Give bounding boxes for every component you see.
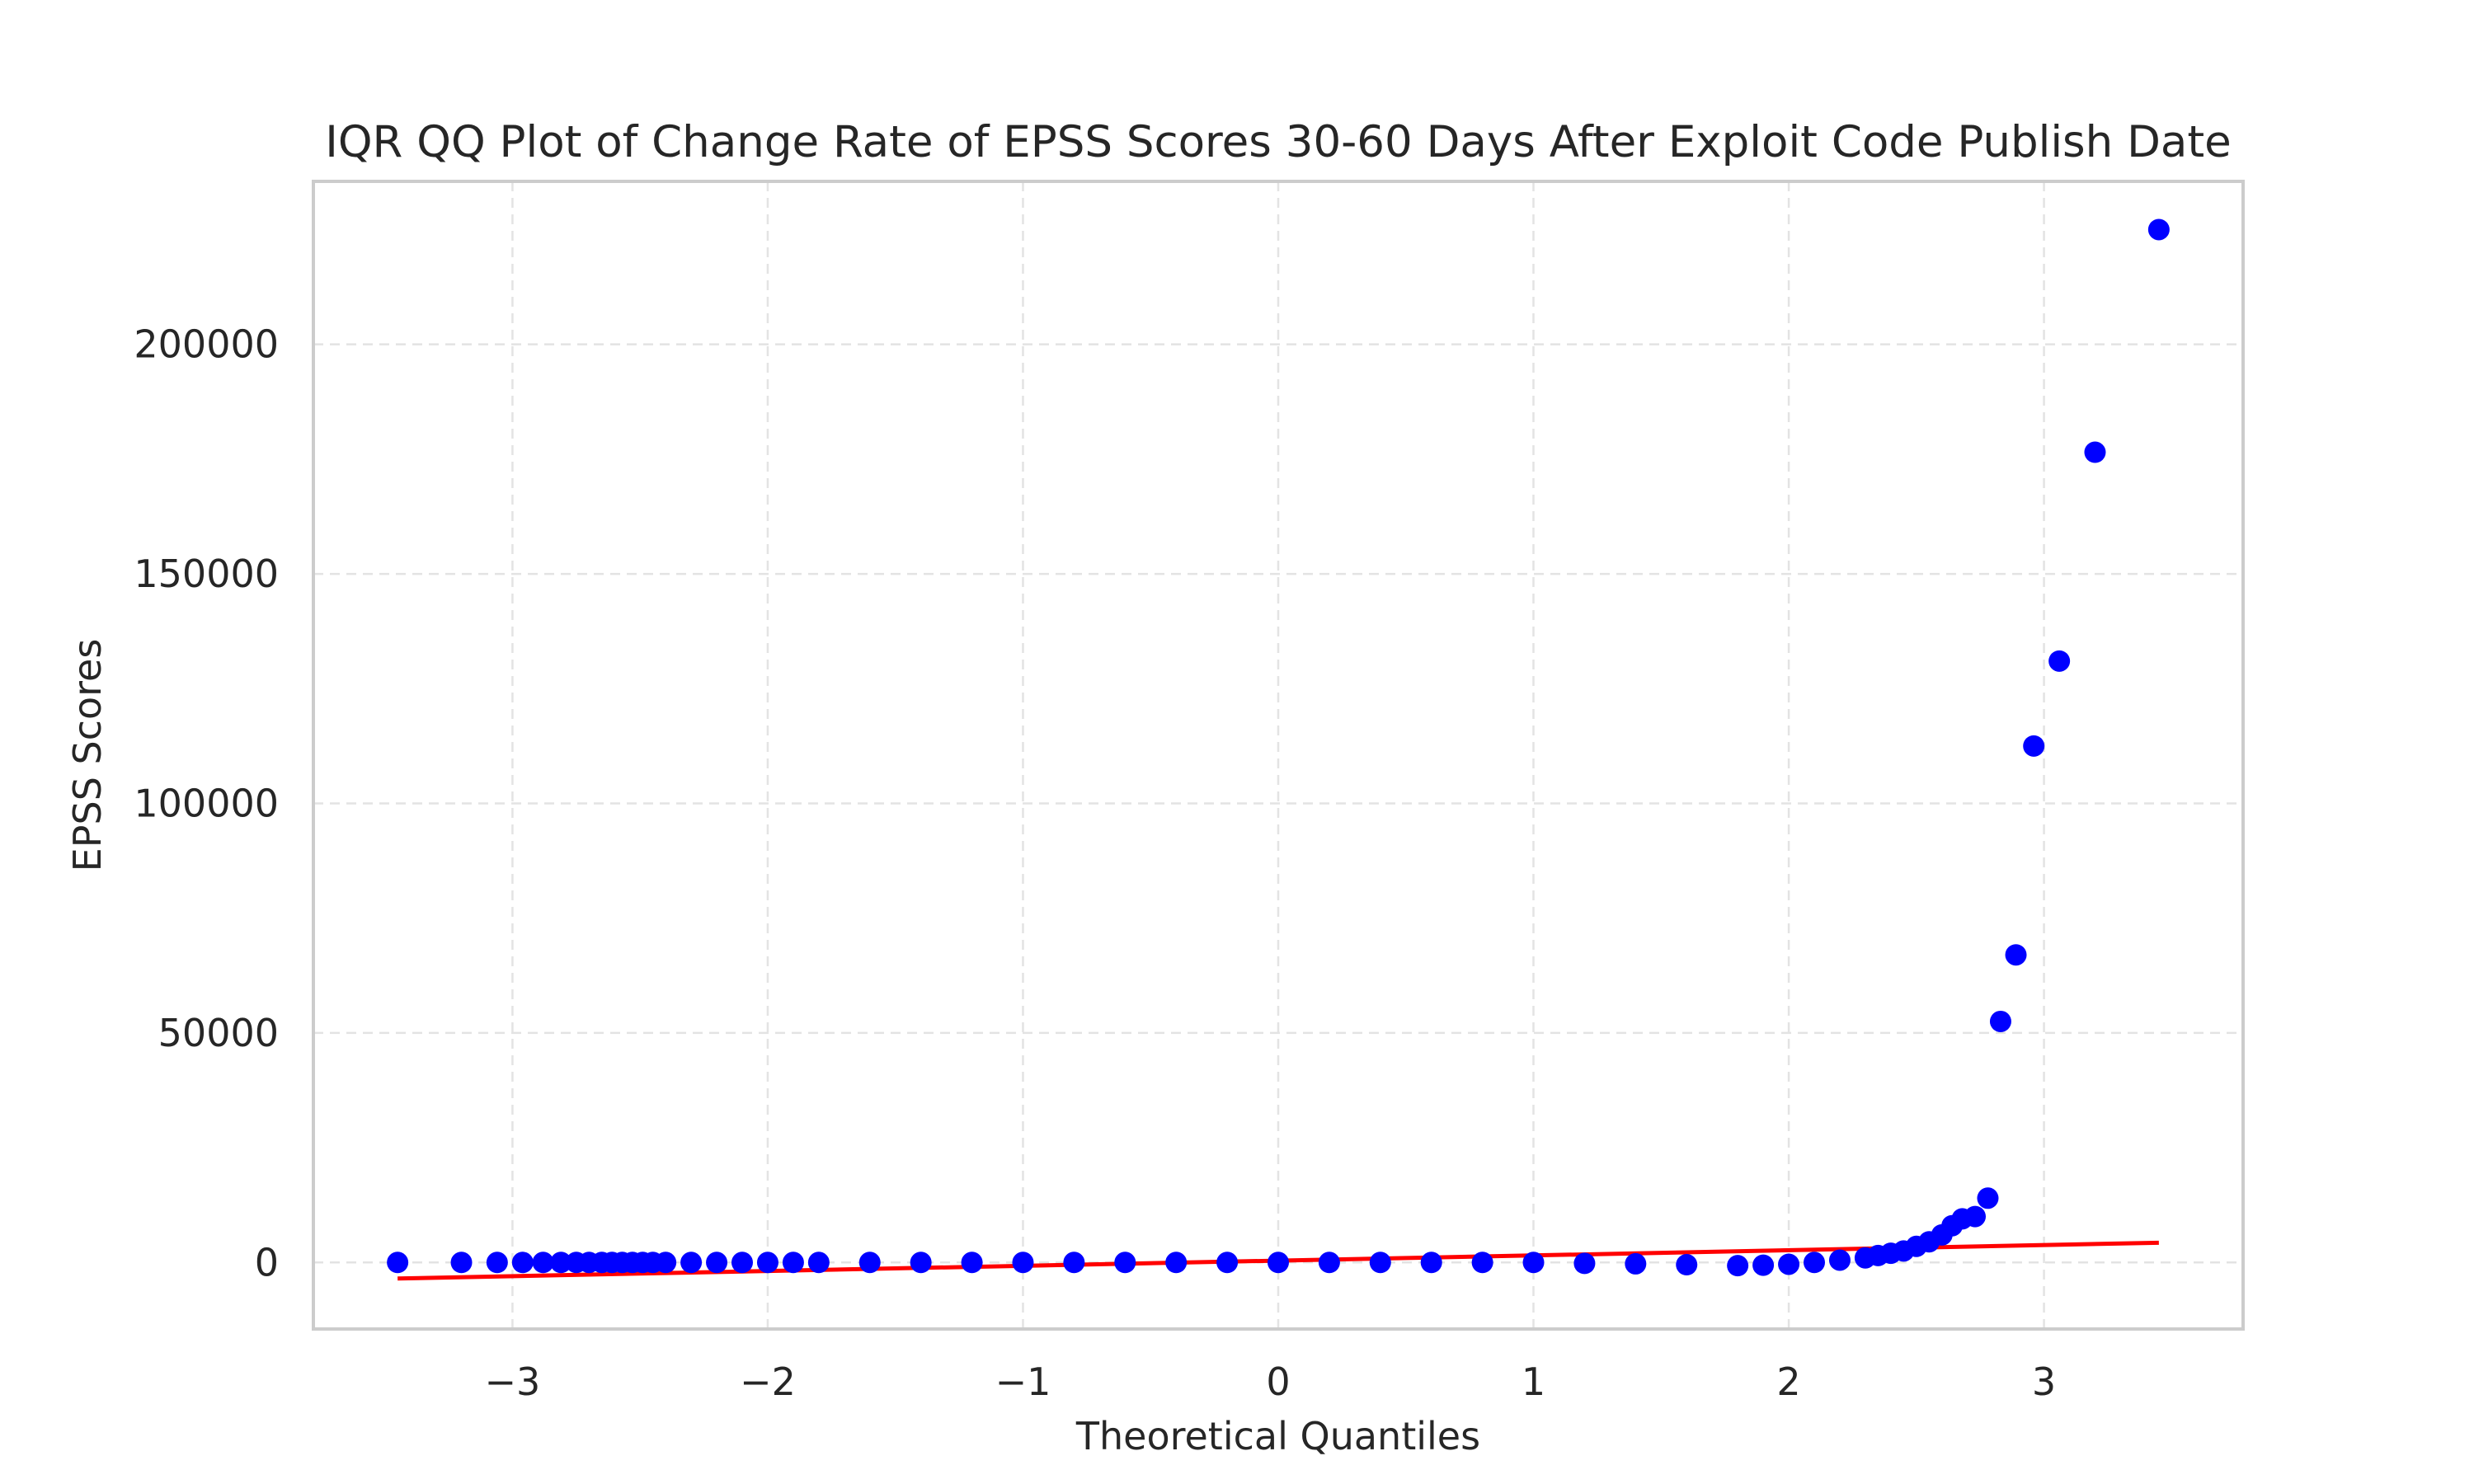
x-tick-label: 1: [1522, 1360, 1545, 1404]
data-point: [961, 1252, 983, 1274]
data-point: [2048, 650, 2071, 672]
data-point: [2147, 218, 2170, 241]
data-point: [782, 1252, 804, 1274]
data-point: [1012, 1252, 1034, 1274]
data-point: [706, 1252, 728, 1274]
data-point: [1369, 1252, 1391, 1274]
data-point: [387, 1252, 409, 1274]
data-point: [1676, 1254, 1698, 1276]
data-point: [858, 1252, 881, 1274]
data-point: [1752, 1254, 1775, 1276]
x-tick-label: 2: [1776, 1360, 1800, 1404]
y-axis-label: EPSS Scores: [65, 639, 110, 872]
data-point: [2084, 441, 2106, 463]
plot-frame: [312, 180, 2245, 1331]
y-tick-label: 200000: [134, 322, 279, 367]
data-point: [1964, 1205, 1986, 1228]
y-tick-label: 150000: [134, 552, 279, 596]
x-axis-ticks: −3 −2 −1 0 1 2 3: [485, 1360, 2057, 1404]
x-tick-label: 0: [1266, 1360, 1290, 1404]
data-point: [511, 1252, 534, 1274]
data-point: [1216, 1252, 1239, 1274]
x-axis-label: Theoretical Quantiles: [1075, 1414, 1480, 1458]
data-point: [1318, 1252, 1340, 1274]
data-point: [1420, 1252, 1442, 1274]
x-tick-label: −1: [995, 1360, 1051, 1404]
data-point: [532, 1252, 554, 1274]
data-point: [731, 1252, 753, 1274]
data-point: [1573, 1252, 1596, 1275]
x-tick-label: −2: [740, 1360, 796, 1404]
data-point: [655, 1252, 677, 1274]
data-point: [1828, 1249, 1851, 1271]
data-point: [2005, 944, 2027, 966]
data-point: [1522, 1252, 1545, 1274]
data-point: [2023, 735, 2045, 757]
data-point: [1804, 1252, 1825, 1274]
x-tick-label: −3: [485, 1360, 541, 1404]
data-point: [1977, 1187, 1999, 1209]
chart-title: IQR QQ Plot of Change Rate of EPSS Score…: [325, 117, 2232, 167]
data-point: [807, 1252, 830, 1274]
data-point: [680, 1252, 703, 1274]
y-axis-ticks: 0 50000 100000 150000 200000: [134, 322, 279, 1285]
data-point: [1471, 1252, 1493, 1274]
data-point: [910, 1252, 932, 1274]
data-point: [486, 1252, 508, 1274]
data-point: [1268, 1252, 1289, 1274]
data-point: [1727, 1255, 1749, 1277]
grid-lines: [313, 181, 2243, 1329]
data-point: [1778, 1253, 1800, 1275]
data-point: [1625, 1252, 1647, 1275]
y-tick-label: 0: [255, 1240, 279, 1284]
data-point: [1989, 1010, 2011, 1032]
y-tick-label: 50000: [158, 1011, 279, 1055]
data-point: [550, 1252, 572, 1274]
data-point: [1165, 1252, 1188, 1274]
data-point: [756, 1252, 778, 1274]
data-points: [387, 218, 2170, 1277]
y-tick-label: 100000: [134, 781, 279, 825]
data-point: [1114, 1252, 1136, 1274]
data-point: [1063, 1252, 1085, 1274]
data-point: [450, 1252, 473, 1274]
x-tick-label: 3: [2032, 1360, 2056, 1404]
